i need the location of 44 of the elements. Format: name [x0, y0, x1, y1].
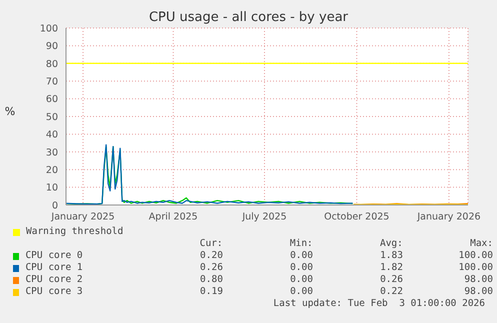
- legend-label: CPU core 3: [25, 286, 84, 298]
- text: 0.22: [379, 286, 403, 298]
- legend-label: CPU core 2: [25, 274, 84, 286]
- text: 0.00: [289, 286, 313, 298]
- y-tick-label: 20: [46, 164, 58, 176]
- text: Avg:: [378, 238, 403, 250]
- text: 0.00: [289, 250, 313, 262]
- text: 0.00: [289, 262, 313, 274]
- text: 1.83: [379, 250, 403, 262]
- text: 98.00: [463, 286, 493, 298]
- text: 0.00: [289, 274, 313, 286]
- y-tick-label: 10: [46, 182, 58, 194]
- y-tick-label: 50: [46, 112, 58, 123]
- legend-label: CPU core 1: [25, 262, 84, 274]
- y-tick-label: 60: [46, 94, 58, 106]
- x-tick-label: January 2026: [416, 212, 481, 223]
- y-tick-label: 40: [46, 130, 58, 141]
- text: 100.00: [458, 262, 493, 274]
- text: Last update: Tue Feb 3 01:00:00 2026: [272, 298, 485, 310]
- x-tick-label: July 2025: [241, 212, 287, 223]
- legend-label: Warning threshold: [25, 226, 124, 238]
- y-axis-title: %: [4, 105, 16, 118]
- text: Min:: [288, 238, 313, 250]
- text: 98.00: [463, 274, 493, 286]
- legend-label: CPU core 0: [25, 250, 84, 262]
- y-tick-label: 0: [52, 200, 58, 212]
- text: 100.00: [458, 250, 493, 262]
- text: 0.26: [379, 274, 403, 286]
- y-tick-label: 90: [46, 41, 58, 52]
- text: 1.82: [379, 262, 403, 274]
- text: 0.20: [199, 250, 223, 262]
- y-tick-label: 80: [46, 58, 58, 70]
- chart-title: CPU usage - all cores - by year: [148, 10, 350, 25]
- y-tick-label: 100: [40, 23, 58, 34]
- x-tick-label: April 2025: [148, 212, 198, 223]
- x-tick-label: October 2025: [324, 212, 390, 223]
- y-tick-label: 70: [46, 76, 58, 88]
- text: Max:: [469, 238, 493, 250]
- text: 0.80: [199, 274, 223, 286]
- text: 0.26: [199, 262, 223, 274]
- text: Cur:: [198, 238, 223, 250]
- x-tick-label: January 2025: [50, 212, 115, 223]
- text: 0.19: [199, 286, 223, 298]
- y-tick-label: 30: [46, 147, 58, 158]
